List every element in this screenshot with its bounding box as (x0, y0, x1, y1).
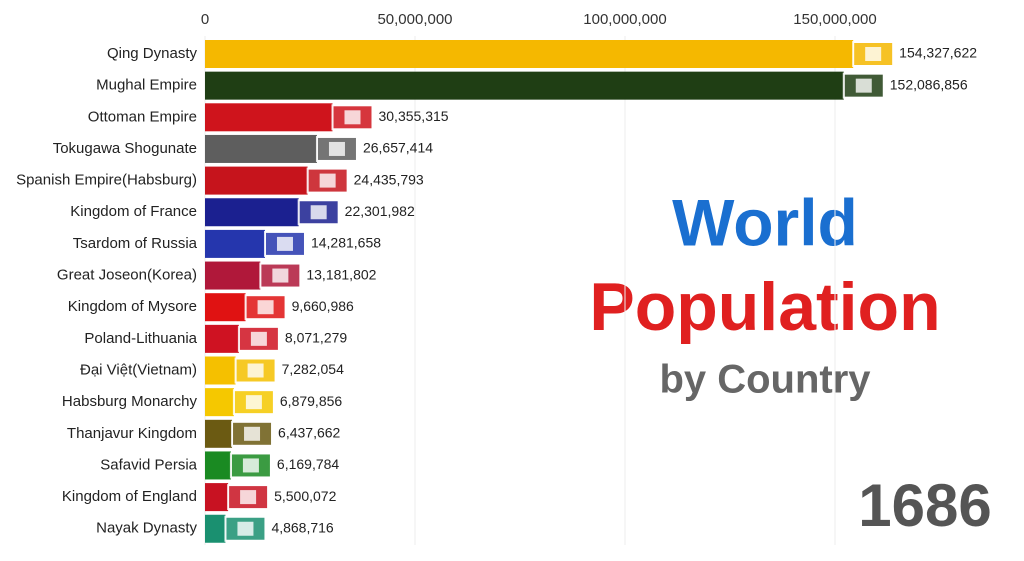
category-label: Thanjavur Kingdom (67, 425, 197, 442)
bar (205, 293, 246, 322)
x-tick-label: 50,000,000 (377, 11, 452, 28)
bar (205, 40, 854, 68)
chart-subtitle: Population (589, 269, 940, 345)
value-label: 152,086,856 (890, 76, 968, 92)
flag-icon (331, 104, 374, 131)
value-label: 6,879,856 (280, 393, 342, 409)
category-label: Tokugawa Shogunate (53, 140, 197, 157)
value-label: 6,437,662 (278, 425, 340, 441)
flag-emblem (319, 173, 336, 188)
category-label: Đại Việt(Vietnam) (80, 361, 197, 378)
year-label: 1686 (858, 472, 991, 539)
value-label: 7,282,054 (282, 361, 344, 377)
category-label: Nayak Dynasty (96, 520, 197, 537)
value-label: 8,071,279 (285, 330, 347, 346)
bar (205, 134, 317, 163)
bar (205, 166, 308, 195)
flag-emblem (272, 268, 289, 283)
x-tick-label: 0 (201, 11, 209, 28)
category-label: Kingdom of England (62, 488, 197, 505)
flag-emblem (257, 300, 274, 315)
value-label: 14,281,658 (311, 235, 381, 251)
category-label: Great Joseon(Korea) (57, 267, 197, 284)
bar (205, 356, 236, 385)
flag-icon (232, 389, 275, 416)
category-label: Spanish Empire(Habsburg) (16, 172, 197, 189)
x-tick-label: 100,000,000 (583, 11, 666, 28)
flag-emblem (855, 78, 872, 93)
flag-emblem (245, 395, 262, 410)
category-label: Kingdom of Mysore (68, 298, 197, 315)
category-label: Mughal Empire (96, 77, 197, 94)
flag-emblem (242, 458, 259, 473)
bar (205, 324, 239, 353)
flag-emblem (240, 490, 257, 505)
value-label: 24,435,793 (354, 171, 424, 187)
flag-icon (234, 357, 277, 384)
flag-emblem (344, 110, 361, 125)
value-label: 22,301,982 (345, 203, 415, 219)
bar (205, 103, 333, 132)
chart-subtitle: by Country (659, 358, 871, 402)
bar (205, 229, 265, 258)
value-label: 6,169,784 (277, 456, 339, 472)
flag-emblem (328, 141, 345, 156)
category-label: Poland-Lithuania (84, 330, 197, 347)
flag-emblem (237, 521, 254, 536)
bar (205, 388, 234, 417)
flag-emblem (276, 236, 293, 251)
bar (205, 451, 231, 480)
chart-title: World (672, 185, 858, 259)
bar (205, 71, 844, 100)
category-label: Kingdom of France (70, 203, 197, 220)
x-tick-label: 150,000,000 (793, 11, 876, 28)
bar (205, 198, 299, 227)
bar (205, 419, 233, 448)
value-label: 26,657,414 (363, 140, 433, 156)
value-label: 30,355,315 (378, 108, 448, 124)
bar (205, 483, 229, 512)
flag-emblem (250, 331, 267, 346)
bar (205, 514, 226, 543)
flag-icon (315, 135, 358, 162)
bar (205, 261, 261, 290)
value-label: 4,868,716 (271, 519, 333, 535)
flag-icon (224, 515, 267, 542)
flag-emblem (865, 47, 882, 61)
value-label: 5,500,072 (274, 488, 336, 504)
value-label: 9,660,986 (292, 298, 354, 314)
flag-emblem (244, 426, 261, 441)
category-label: Ottoman Empire (88, 108, 197, 125)
value-label: 154,327,622 (899, 45, 977, 61)
category-label: Safavid Persia (100, 456, 197, 473)
category-label: Habsburg Monarchy (62, 393, 198, 410)
value-label: 13,181,802 (306, 266, 376, 282)
flag-emblem (247, 363, 264, 378)
category-label: Tsardom of Russia (73, 235, 198, 252)
flag-emblem (310, 205, 327, 220)
category-label: Qing Dynasty (107, 45, 198, 62)
